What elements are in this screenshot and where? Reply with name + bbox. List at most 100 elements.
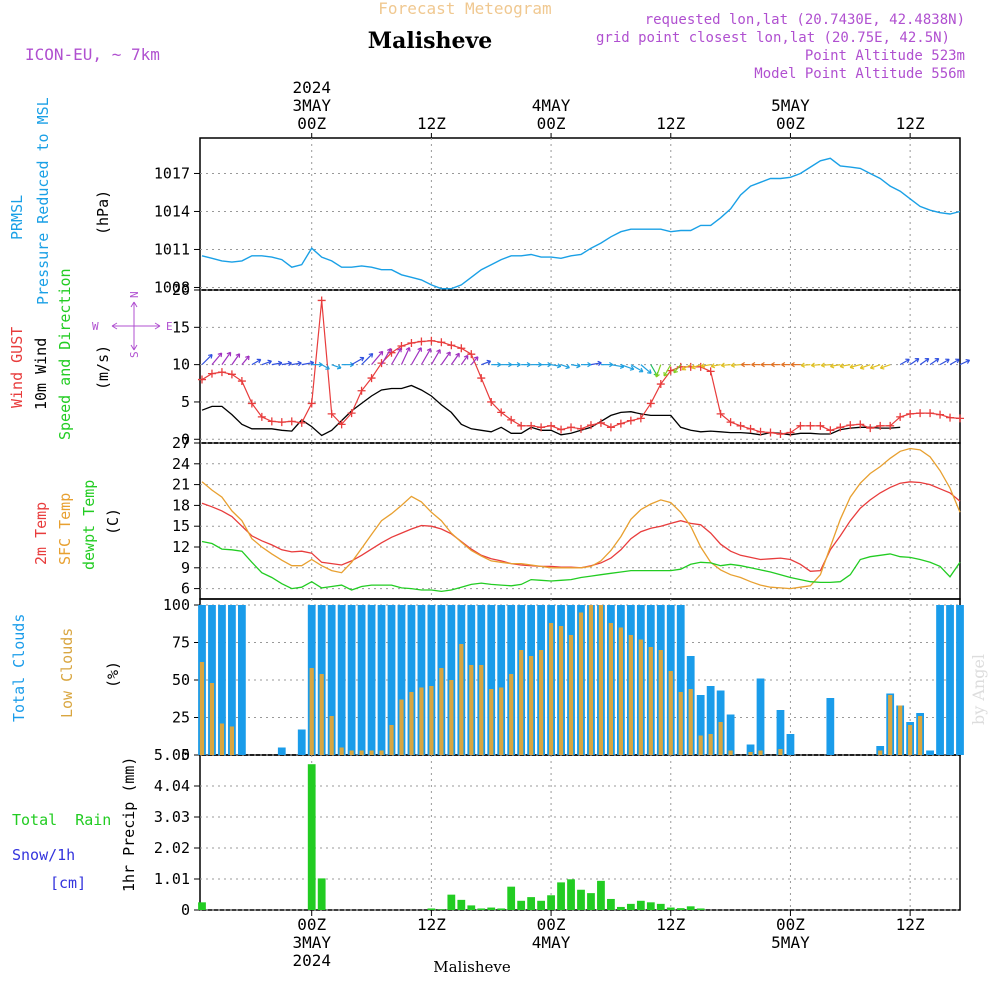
- arrow-shaft: [371, 351, 384, 366]
- total-cloud-bar: [696, 695, 705, 755]
- arrow-shaft: [361, 353, 374, 366]
- wind-direction-arrow: [770, 361, 781, 368]
- gust-marker: [826, 426, 835, 435]
- point-altitude: Point Altitude 523m: [805, 48, 965, 64]
- rain-bar: [317, 878, 326, 910]
- location-title: Malisheve: [368, 28, 492, 54]
- rain-bar: [557, 882, 565, 910]
- ytick-label: 6: [181, 580, 190, 598]
- arrow-head: [781, 361, 786, 368]
- total-cloud-bar: [218, 605, 226, 755]
- arrow-shaft: [949, 358, 960, 366]
- wind-direction-arrow: [800, 362, 811, 368]
- gust-marker: [756, 427, 765, 436]
- compass-rose: W E N S: [92, 291, 173, 358]
- arrow-head: [576, 363, 581, 369]
- wind-direction-arrow: [531, 361, 543, 368]
- rain-bar: [686, 906, 695, 910]
- top-time-label: 3MAY: [292, 96, 331, 115]
- low-cloud-bar: [349, 750, 354, 755]
- gust-marker: [307, 399, 316, 408]
- arrow-head: [405, 347, 411, 352]
- gust-marker: [626, 416, 635, 425]
- gust-marker: [407, 338, 416, 347]
- compass-w: W: [92, 320, 99, 333]
- arrow-shaft: [630, 364, 644, 373]
- low-cloud-bar: [648, 647, 653, 755]
- gust-marker: [906, 409, 915, 418]
- rain-bar: [617, 906, 625, 910]
- gust-marker: [936, 410, 945, 419]
- gust-marker: [856, 420, 865, 429]
- wind-direction-arrow: [541, 361, 552, 368]
- bottom-time-label: 12Z: [896, 915, 925, 934]
- arrow-shaft: [410, 347, 422, 365]
- total-cloud-bar: [726, 714, 735, 755]
- arrow-head: [654, 372, 660, 378]
- ytick-label: 15: [172, 517, 190, 535]
- wind-direction-arrow: [321, 364, 330, 370]
- gust-marker: [497, 408, 506, 417]
- rain-bar: [666, 907, 675, 910]
- total-cloud-bar: [417, 605, 426, 755]
- grid-point-coords: grid point closest lon,lat (20.75E, 42.5…: [596, 30, 950, 46]
- wind-direction-arrow: [630, 364, 644, 373]
- arrow-head: [597, 360, 602, 366]
- arrow-shaft: [909, 358, 920, 366]
- top-time-label: 00Z: [537, 114, 566, 133]
- gust-marker: [586, 421, 595, 430]
- arrow-head: [945, 358, 950, 364]
- arrow-shaft: [440, 351, 451, 365]
- wind-direction-arrow: [221, 351, 232, 365]
- ytick-label: 24: [172, 455, 190, 473]
- gust-marker: [956, 414, 964, 423]
- arrow-shaft: [731, 364, 741, 367]
- wind-direction-arrow: [849, 364, 861, 370]
- gust-marker: [457, 344, 466, 353]
- prmsl-desc-label: Pressure Reduced to MSL: [34, 97, 52, 305]
- low-cloud-bar: [588, 605, 594, 755]
- wind-direction-arrow: [361, 352, 374, 366]
- rain-bar: [467, 905, 476, 910]
- total-cloud-bar: [946, 605, 954, 755]
- total-cloud-bar: [786, 734, 795, 755]
- prmsl-unit-label: (hPa): [94, 190, 112, 235]
- bottom-time-label: 12Z: [417, 915, 446, 934]
- total-cloud-bar: [337, 605, 346, 755]
- arrow-head: [663, 371, 669, 377]
- total-cloud-bar: [826, 698, 835, 755]
- ytick-label: 20: [172, 281, 190, 299]
- wind-direction-arrow: [381, 348, 392, 365]
- wind-direction-arrow: [730, 362, 741, 368]
- temp-panel: 6 9 12 15 18 21 24 27: [172, 434, 961, 600]
- arrow-head: [849, 364, 855, 370]
- arrow-shaft: [959, 359, 970, 366]
- wind-direction-arrow: [560, 364, 570, 370]
- compass-n: N: [128, 291, 141, 298]
- low-cloud-bar: [369, 750, 374, 755]
- top-time-label: 12Z: [417, 114, 446, 133]
- arrow-head: [810, 362, 816, 368]
- arrow-head: [800, 362, 805, 368]
- ytick-label: 25: [172, 709, 190, 727]
- arrow-head: [426, 348, 432, 353]
- rain-bar: [447, 894, 456, 910]
- gust-marker: [207, 369, 216, 378]
- wind-direction-arrow: [251, 358, 262, 366]
- arrow-head: [859, 364, 865, 370]
- low-cloud-bar: [558, 626, 564, 755]
- rain-bar: [507, 886, 516, 910]
- wind-direction-arrow: [710, 363, 721, 369]
- arrow-shaft: [821, 364, 831, 367]
- gust-marker: [417, 337, 426, 346]
- arrow-shaft: [700, 364, 711, 367]
- wind-direction-arrow: [720, 362, 731, 368]
- ytick-label: 1008: [154, 278, 190, 296]
- low-cloud-bar: [628, 635, 633, 755]
- total-cloud-bar: [228, 605, 236, 755]
- temp-frame: [199, 442, 961, 600]
- wind-direction-arrow: [521, 361, 531, 368]
- low-cloud-bar: [529, 656, 534, 755]
- arrow-head: [647, 369, 652, 374]
- bottom-time-label: 2024: [292, 951, 331, 970]
